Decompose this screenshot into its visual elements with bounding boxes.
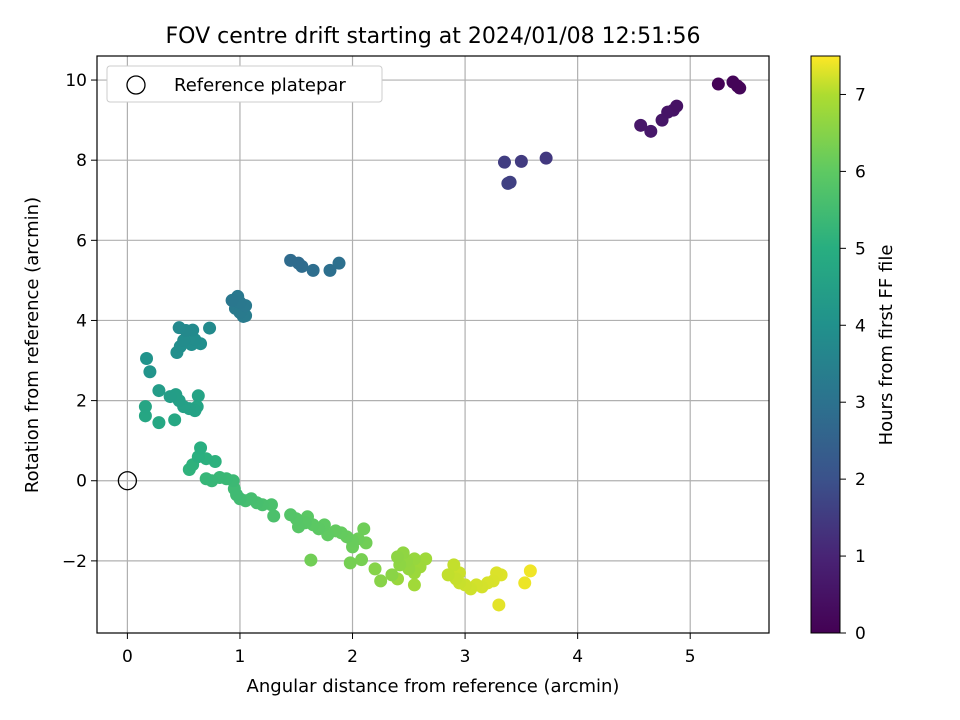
data-point: [385, 568, 399, 582]
data-point: [306, 263, 320, 277]
legend-entry-label: Reference platepar: [174, 75, 346, 96]
data-point: [199, 472, 213, 486]
y-tick-label: 10: [65, 71, 87, 91]
data-point: [143, 365, 157, 379]
legend-box: [106, 65, 383, 103]
x-axis-label: Angular distance from reference (arcmin): [247, 676, 620, 697]
legend: Reference platepar: [106, 65, 383, 103]
x-tick-label: 3: [460, 647, 471, 667]
colorbar-tick-label: 1: [855, 547, 866, 567]
data-point: [267, 509, 281, 523]
data-point: [492, 598, 506, 612]
plot-frame: [96, 55, 770, 634]
data-point: [368, 562, 382, 576]
colorbar-tick-label: 3: [855, 393, 866, 413]
y-tick-label: 8: [76, 151, 87, 171]
data-point: [191, 389, 205, 403]
data-point: [140, 352, 154, 366]
x-tick-label: 5: [685, 647, 696, 667]
x-tick-label: 4: [572, 647, 583, 667]
colorbar-label: Hours from first FF file: [876, 245, 897, 446]
data-point: [447, 558, 461, 572]
data-point: [194, 441, 208, 455]
data-point: [284, 253, 298, 267]
colorbar-tick-label: 0: [855, 624, 866, 644]
data-point: [523, 564, 537, 578]
grid-lines: [97, 56, 769, 633]
data-point: [518, 576, 532, 590]
y-axis-label: Rotation from reference (arcmin): [22, 197, 43, 493]
data-point: [225, 293, 239, 307]
data-point: [152, 416, 166, 430]
scatter-points: [117, 75, 747, 612]
data-point: [163, 390, 177, 404]
data-point: [441, 568, 455, 582]
data-point: [343, 556, 357, 570]
data-point: [726, 75, 740, 89]
x-tick-label: 2: [347, 647, 358, 667]
data-point: [332, 256, 346, 270]
data-point: [152, 384, 166, 398]
data-point: [357, 522, 371, 536]
data-point: [407, 578, 421, 592]
data-point: [264, 498, 278, 512]
data-point: [138, 409, 152, 423]
data-point: [374, 574, 388, 588]
data-point: [203, 321, 217, 335]
data-point: [514, 154, 528, 168]
x-tick-label: 1: [235, 647, 246, 667]
data-point: [497, 155, 511, 169]
y-tick-label: −2: [62, 552, 87, 572]
colorbar-tick-label: 2: [855, 470, 866, 490]
data-point: [138, 400, 152, 414]
data-point: [503, 175, 517, 189]
legend-marker-icon: [126, 75, 146, 95]
y-tick-label: 6: [76, 231, 87, 251]
data-point: [304, 553, 318, 567]
colorbar-tick-label: 6: [855, 162, 866, 182]
x-tick-label: 0: [122, 647, 133, 667]
data-point: [177, 333, 191, 347]
data-point: [670, 99, 684, 113]
data-point: [711, 77, 725, 91]
data-point: [355, 553, 369, 567]
colorbar-tick-label: 7: [855, 85, 866, 105]
y-tick-label: 4: [76, 311, 87, 331]
data-point: [168, 413, 182, 427]
y-tick-label: 0: [76, 472, 87, 492]
colorbar-ticks: 0 1 2 3 4 5 6 7: [840, 85, 866, 644]
data-point: [323, 263, 337, 277]
data-point: [644, 124, 658, 138]
data-point: [284, 508, 298, 522]
colorbar-tick-label: 4: [855, 316, 866, 336]
data-point: [539, 151, 553, 165]
colorbar: [810, 55, 841, 634]
data-point: [391, 550, 405, 564]
y-tick-label: 2: [76, 392, 87, 412]
colorbar-tick-label: 5: [855, 239, 866, 259]
data-point: [172, 321, 186, 335]
reference-platepar-marker: [117, 471, 138, 491]
axis-ticks: 0 1 2 3 4 5 −2 0 2 4 6 8 10: [62, 71, 696, 667]
chart-title: FOV centre drift starting at 2024/01/08 …: [166, 24, 701, 49]
data-point: [634, 118, 648, 132]
